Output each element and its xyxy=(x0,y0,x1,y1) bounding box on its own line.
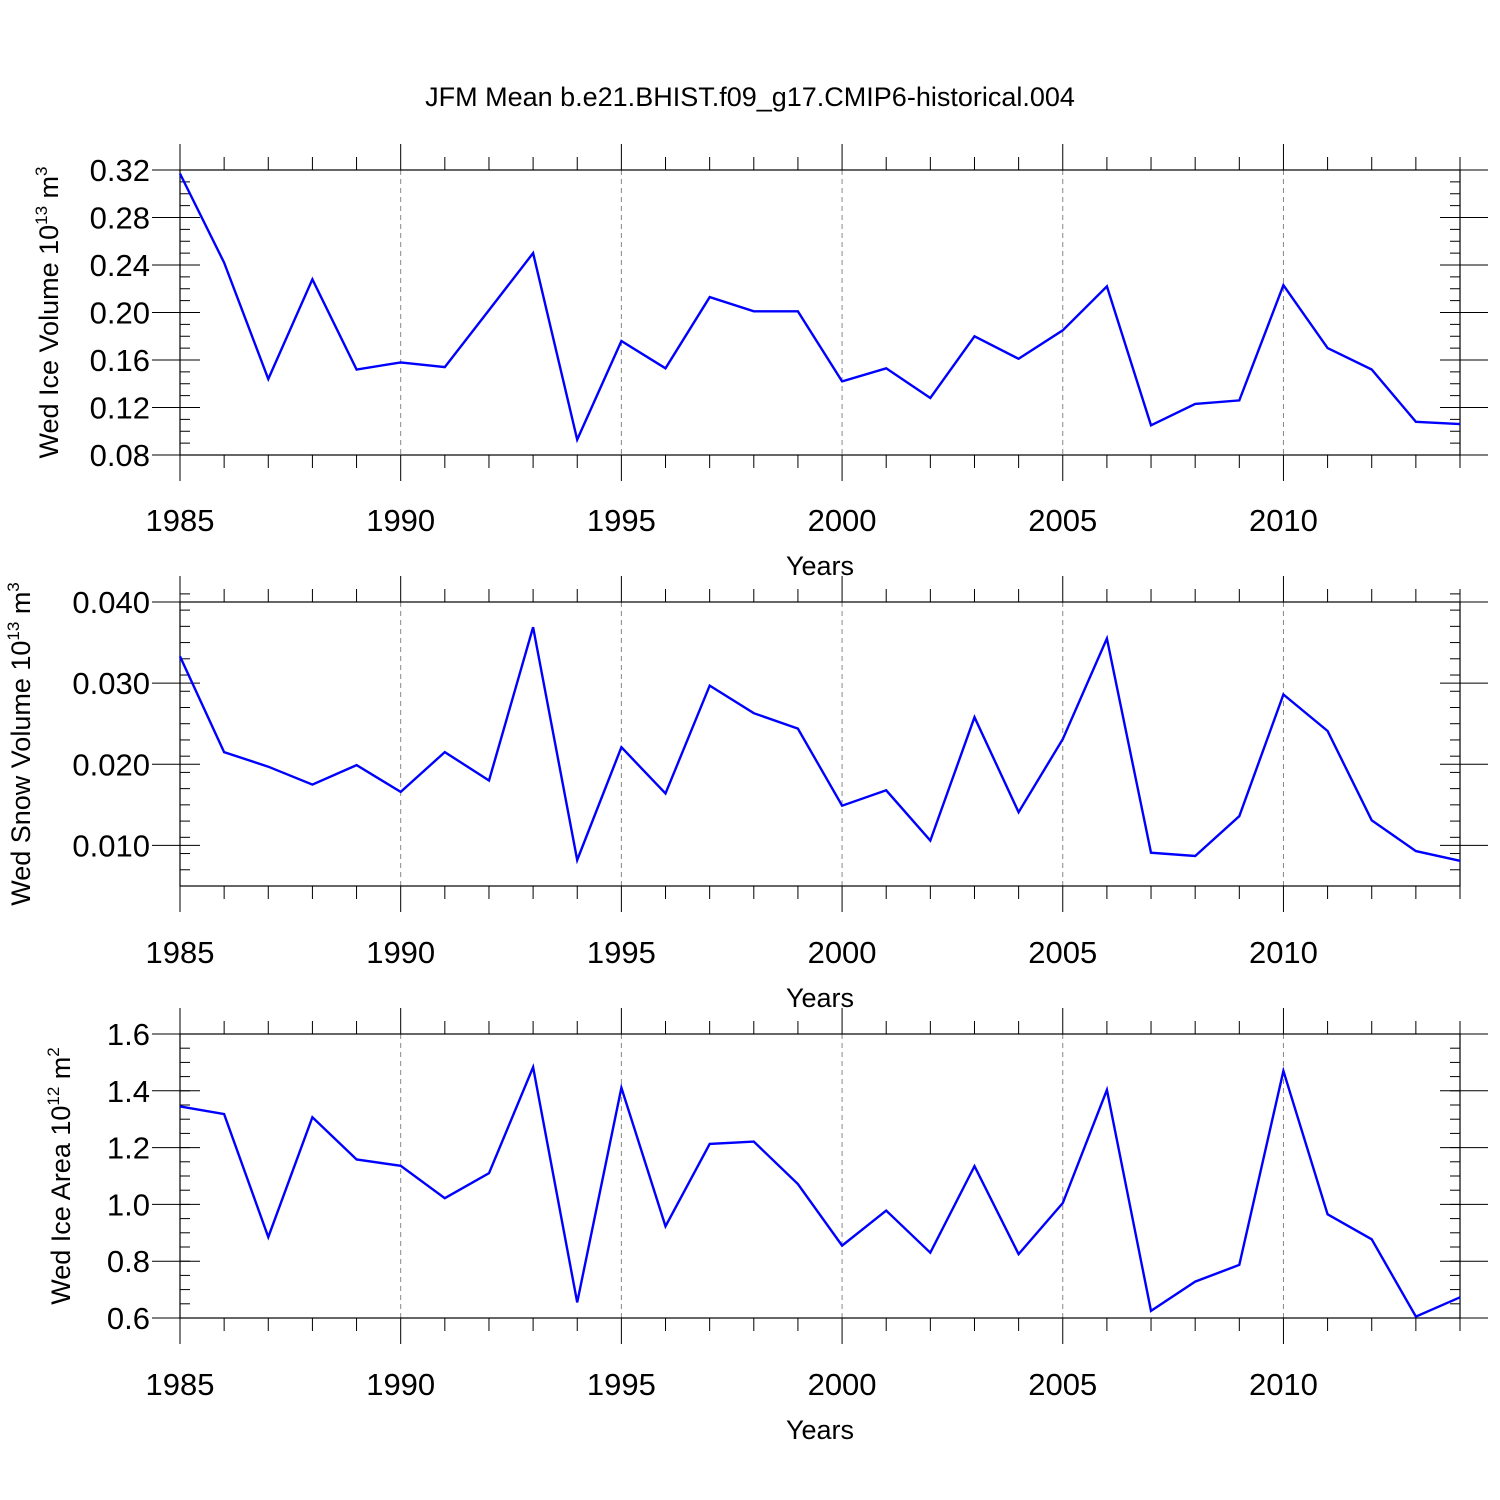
chart-2-xtick-label-2010: 2010 xyxy=(1249,935,1318,970)
chart-3-yaxis-title-exp: 12 xyxy=(44,1087,63,1106)
chart-3-xtick-label-1990: 1990 xyxy=(366,1367,435,1402)
chart-2-xaxis-title: Years xyxy=(786,983,854,1013)
chart-1-yaxis-title-prefix: Wed Ice Volume 10 xyxy=(34,225,64,459)
chart-3-xtick-label-2010: 2010 xyxy=(1249,1367,1318,1402)
chart-3-yaxis-title: Wed Ice Area 1012 m2 xyxy=(44,1047,76,1305)
chart-3-ytick-label-1: 0.8 xyxy=(107,1244,150,1279)
chart-3-ytick-label-2: 1.0 xyxy=(107,1187,150,1222)
chart-2: 0.010 0.020 0.030 0.040 1985 1990 1995 2000 2005… xyxy=(4,576,1488,1013)
chart-2-xtick-label-1985: 1985 xyxy=(146,935,215,970)
panels: 0.08 0.12 0.16 0.20 0.24 0.28 0.32 1985 1990 1995… xyxy=(4,144,1488,1445)
chart-2-yaxis-title-exp: 13 xyxy=(4,622,23,641)
chart-3-xtick-label-1995: 1995 xyxy=(587,1367,656,1402)
chart-1-ytick-label-0: 0.08 xyxy=(90,438,150,473)
chart-3-yaxis-title-prefix: Wed Ice Area 10 xyxy=(46,1106,76,1305)
chart-2-yaxis-title-unit: m xyxy=(6,592,36,622)
chart-3-xaxis-title: Years xyxy=(786,1415,854,1445)
chart-3-series-line xyxy=(179,1063,1461,1319)
chart-2-ytick-label-3: 0.040 xyxy=(72,585,150,620)
chart-2-ytick-label-0: 0.010 xyxy=(72,828,150,863)
chart-1-yaxis-title: Wed Ice Volume 1013 m3 xyxy=(32,166,64,458)
chart-2-ytick-label-1: 0.020 xyxy=(72,747,150,782)
chart-3: 0.6 0.8 1.0 1.2 1.4 1.6 1985 1990 1995 2000 2005 20… xyxy=(44,1008,1488,1445)
chart-3-yaxis-title-unit: m xyxy=(46,1057,76,1087)
chart-2-xtick-label-2005: 2005 xyxy=(1028,935,1097,970)
chart-1-xtick-label-1985: 1985 xyxy=(146,503,215,538)
chart-1: 0.08 0.12 0.16 0.20 0.24 0.28 0.32 1985 1990 1995… xyxy=(32,144,1488,581)
chart-1-series-line xyxy=(178,173,1461,444)
chart-3-xtick-label-2005: 2005 xyxy=(1028,1367,1097,1402)
chart-3-frame xyxy=(179,1033,1461,1319)
chart-1-ytick-label-3: 0.20 xyxy=(90,296,150,331)
chart-2-xtick-label-1995: 1995 xyxy=(587,935,656,970)
chart-1-xtick-label-2000: 2000 xyxy=(808,503,877,538)
chart-1-ytick-label-1: 0.12 xyxy=(90,391,150,426)
chart-1-yaxis-title-exp: 13 xyxy=(32,206,51,225)
chart-2-frame xyxy=(179,601,1461,887)
chart-1-xtick-label-1995: 1995 xyxy=(587,503,656,538)
chart-2-yaxis-title: Wed Snow Volume 1013 m3 xyxy=(4,582,36,906)
chart-1-xtick-label-1990: 1990 xyxy=(366,503,435,538)
chart-3-xtick-label-2000: 2000 xyxy=(808,1367,877,1402)
chart-1-yaxis-title-unit: m xyxy=(34,176,64,206)
chart-2-xtick-label-1990: 1990 xyxy=(366,935,435,970)
chart-3-xtick-label-1985: 1985 xyxy=(146,1367,215,1402)
figure-title: JFM Mean b.e21.BHIST.f09_g17.CMIP6-histo… xyxy=(425,82,1075,112)
chart-1-ytick-label-5: 0.28 xyxy=(90,201,150,236)
chart-2-ytick-label-2: 0.030 xyxy=(72,666,150,701)
chart-3-ytick-label-4: 1.4 xyxy=(107,1074,150,1109)
chart-2-xtick-label-2000: 2000 xyxy=(808,935,877,970)
chart-3-yaxis-title-unit-exp: 2 xyxy=(44,1047,63,1056)
chart-2-yaxis-title-unit-exp: 3 xyxy=(4,582,23,591)
chart-1-yaxis-title-unit-exp: 3 xyxy=(32,166,51,175)
chart-1-ytick-label-2: 0.16 xyxy=(90,343,150,378)
chart-3-ytick-label-0: 0.6 xyxy=(107,1301,150,1336)
chart-3-ytick-label-5: 1.6 xyxy=(107,1017,150,1052)
chart-1-xtick-label-2005: 2005 xyxy=(1028,503,1097,538)
chart-1-xaxis-title: Years xyxy=(786,551,854,581)
chart-2-yaxis-title-prefix: Wed Snow Volume 10 xyxy=(6,641,36,906)
chart-1-ytick-label-6: 0.32 xyxy=(90,153,150,188)
chart-2-series-line xyxy=(178,626,1461,865)
chart-3-ytick-label-3: 1.2 xyxy=(107,1131,150,1166)
chart-1-ytick-label-4: 0.24 xyxy=(90,248,150,283)
chart-1-frame xyxy=(179,169,1461,456)
chart-1-xtick-label-2010: 2010 xyxy=(1249,503,1318,538)
